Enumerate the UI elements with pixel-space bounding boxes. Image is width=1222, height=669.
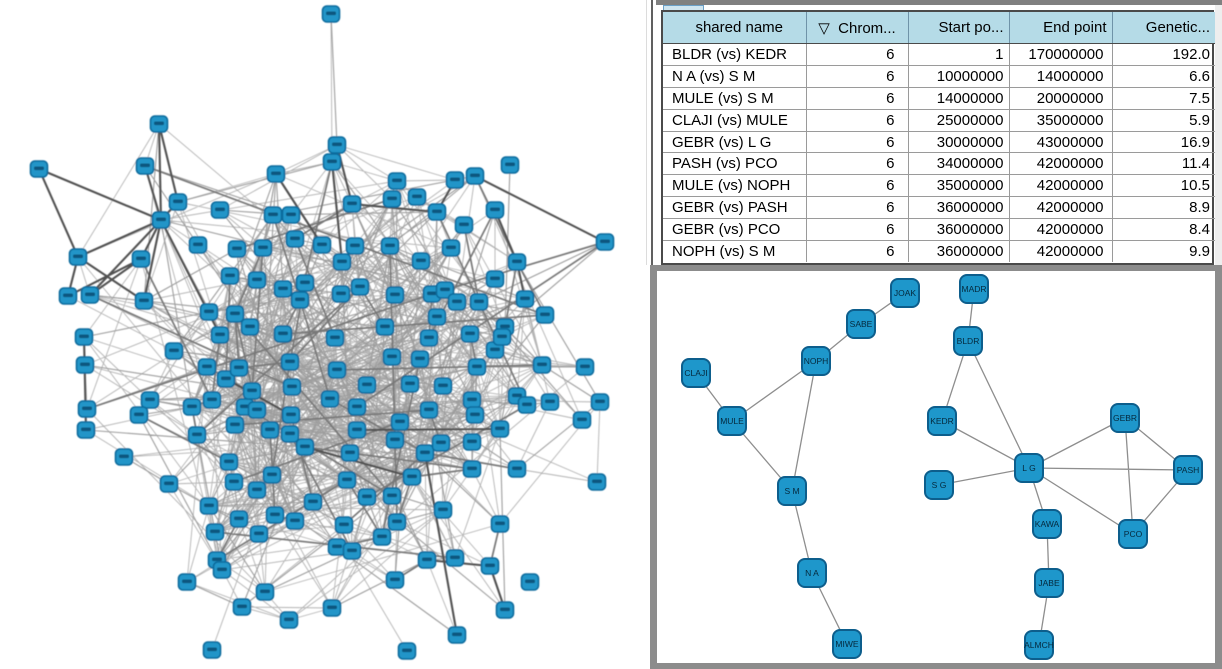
svg-text:PCO: PCO (1124, 529, 1143, 539)
svg-text:MULE: MULE (720, 416, 744, 426)
svg-text:S G: S G (932, 480, 947, 490)
svg-text:MADR: MADR (961, 284, 986, 294)
svg-text:S M: S M (784, 486, 799, 496)
svg-text:KAWA: KAWA (1035, 519, 1060, 529)
svg-text:N A: N A (805, 568, 819, 578)
svg-text:L G: L G (1022, 463, 1035, 473)
svg-text:JOAK: JOAK (894, 288, 917, 298)
svg-text:CLAJI: CLAJI (684, 368, 707, 378)
svg-text:GEBR: GEBR (1113, 413, 1137, 423)
svg-text:ALMCH: ALMCH (1024, 640, 1054, 650)
svg-text:KEDR: KEDR (930, 416, 954, 426)
svg-text:PASH: PASH (1177, 465, 1200, 475)
svg-text:MIWE: MIWE (835, 639, 858, 649)
svg-text:NOPH: NOPH (804, 356, 829, 366)
svg-text:JABE: JABE (1038, 578, 1060, 588)
svg-text:BLDR: BLDR (957, 336, 980, 346)
svg-text:SABE: SABE (850, 319, 873, 329)
